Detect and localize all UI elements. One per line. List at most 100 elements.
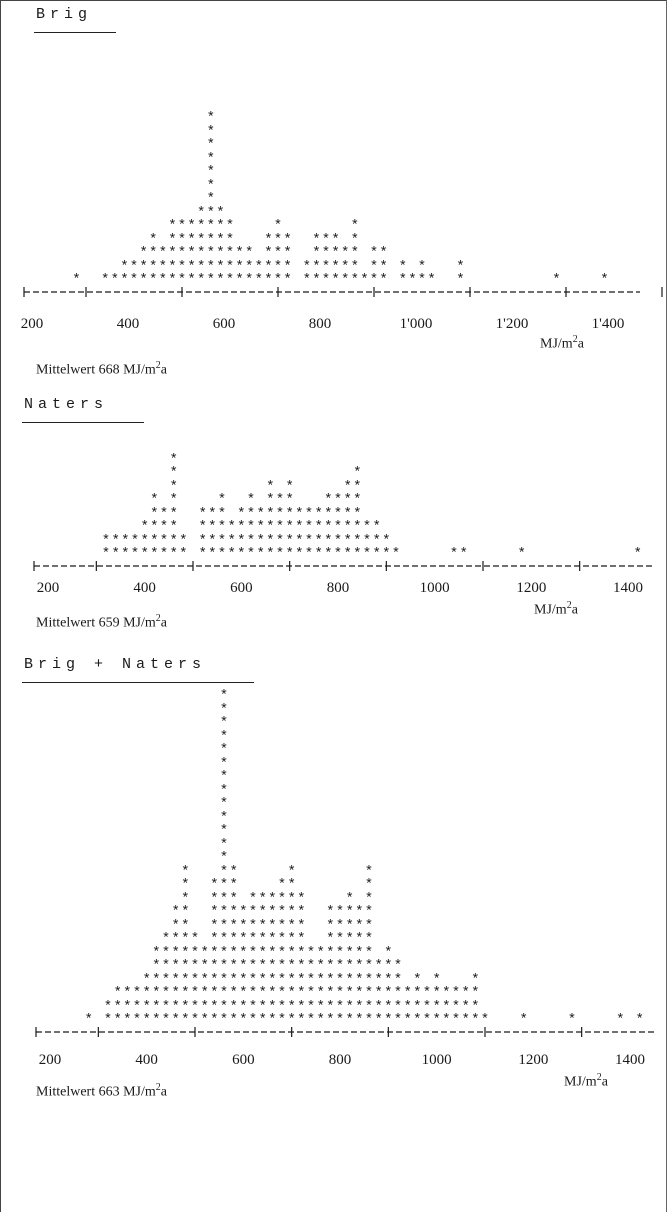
data-mark: * bbox=[403, 998, 412, 1015]
data-mark: * bbox=[208, 546, 217, 562]
data-mark: * bbox=[72, 272, 81, 288]
data-mark: * bbox=[258, 1012, 267, 1028]
data-mark: * bbox=[306, 985, 316, 1001]
data-mark: * bbox=[140, 519, 149, 535]
data-mark: * bbox=[304, 505, 314, 522]
data-mark: * bbox=[120, 272, 129, 288]
data-mark: * bbox=[343, 492, 352, 508]
data-mark: * bbox=[239, 944, 248, 961]
data-mark: * bbox=[287, 1012, 296, 1028]
data-mark: * bbox=[219, 890, 229, 907]
data-mark: * bbox=[275, 532, 285, 549]
data-mark: * bbox=[345, 958, 354, 974]
data-mark: * bbox=[219, 836, 229, 853]
data-mark: * bbox=[254, 258, 263, 275]
data-mark: * bbox=[169, 451, 178, 468]
data-mark: * bbox=[237, 546, 246, 562]
data-mark: * bbox=[179, 546, 188, 562]
data-mark: * bbox=[206, 123, 215, 140]
data-mark: * bbox=[422, 985, 432, 1001]
data-mark: * bbox=[152, 958, 161, 974]
data-mark: * bbox=[177, 258, 187, 275]
data-mark: * bbox=[297, 971, 306, 988]
data-mark: * bbox=[343, 519, 352, 535]
data-mark: * bbox=[372, 532, 381, 549]
data-mark: * bbox=[324, 492, 333, 508]
data-mark: * bbox=[333, 532, 343, 549]
data-mark: * bbox=[229, 958, 238, 974]
data-mark: * bbox=[345, 971, 354, 988]
data-mark: * bbox=[277, 917, 287, 934]
data-mark: * bbox=[219, 715, 229, 731]
data-mark: * bbox=[246, 532, 256, 549]
data-mark: * bbox=[219, 701, 229, 718]
data-mark: * bbox=[219, 958, 229, 974]
data-mark: * bbox=[264, 231, 273, 248]
data-mark: * bbox=[171, 904, 180, 920]
data-mark: * bbox=[161, 998, 171, 1015]
data-mark: * bbox=[206, 245, 215, 261]
data-mark: * bbox=[312, 231, 321, 248]
data-mark: * bbox=[340, 245, 350, 261]
data-mark: * bbox=[161, 958, 171, 974]
data-mark: * bbox=[190, 931, 200, 947]
data-mark: * bbox=[190, 944, 200, 961]
data-mark: * bbox=[374, 971, 383, 988]
data-mark: * bbox=[312, 272, 321, 288]
data-mark: * bbox=[158, 258, 167, 275]
data-mark: * bbox=[168, 258, 177, 275]
data-mark: * bbox=[258, 998, 267, 1015]
data-mark: * bbox=[345, 985, 354, 1001]
data-mark: * bbox=[326, 985, 335, 1001]
data-mark: * bbox=[206, 204, 215, 221]
data-mark: * bbox=[181, 1012, 190, 1028]
data-mark: * bbox=[314, 546, 323, 562]
data-mark: * bbox=[355, 944, 364, 961]
data-mark: * bbox=[333, 505, 343, 522]
data-mark: * bbox=[219, 742, 229, 758]
data-mark: * bbox=[239, 971, 248, 988]
data-mark: * bbox=[393, 1012, 403, 1028]
data-mark: * bbox=[84, 1012, 93, 1028]
data-mark: * bbox=[227, 532, 236, 549]
data-mark: * bbox=[364, 998, 374, 1015]
data-mark: * bbox=[306, 958, 316, 974]
data-mark: * bbox=[316, 971, 325, 988]
data-mark: * bbox=[256, 505, 265, 522]
data-mark: * bbox=[379, 272, 388, 288]
data-mark: * bbox=[374, 998, 383, 1015]
data-mark: * bbox=[567, 1012, 577, 1028]
data-mark: * bbox=[285, 532, 294, 549]
data-mark: * bbox=[600, 272, 609, 288]
data-mark: * bbox=[216, 258, 225, 275]
data-mark: * bbox=[171, 971, 180, 988]
data-mark: * bbox=[216, 245, 225, 261]
data-mark: * bbox=[326, 1012, 335, 1028]
data-mark: * bbox=[139, 245, 148, 261]
data-mark: * bbox=[169, 546, 178, 562]
data-mark: * bbox=[150, 519, 159, 535]
title-underline bbox=[22, 422, 144, 423]
data-mark: * bbox=[150, 532, 159, 549]
data-mark: * bbox=[196, 204, 206, 221]
data-mark: * bbox=[353, 546, 362, 562]
data-mark: * bbox=[190, 971, 200, 988]
data-mark: * bbox=[369, 245, 379, 261]
data-mark: * bbox=[142, 998, 151, 1015]
data-mark: * bbox=[316, 1012, 325, 1028]
data-mark: * bbox=[471, 1012, 480, 1028]
data-mark: * bbox=[268, 890, 277, 907]
data-mark: * bbox=[295, 546, 304, 562]
data-mark: * bbox=[304, 546, 314, 562]
data-mark: * bbox=[258, 944, 267, 961]
data-mark: * bbox=[227, 519, 236, 535]
data-mark: * bbox=[355, 998, 364, 1015]
data-mark: * bbox=[168, 272, 177, 288]
data-mark: * bbox=[384, 985, 393, 1001]
data-mark: * bbox=[277, 931, 287, 947]
data-mark: * bbox=[379, 245, 388, 261]
data-mark: * bbox=[161, 931, 171, 947]
data-mark: * bbox=[403, 1012, 412, 1028]
data-mark: * bbox=[161, 1012, 171, 1028]
data-mark: * bbox=[326, 944, 335, 961]
